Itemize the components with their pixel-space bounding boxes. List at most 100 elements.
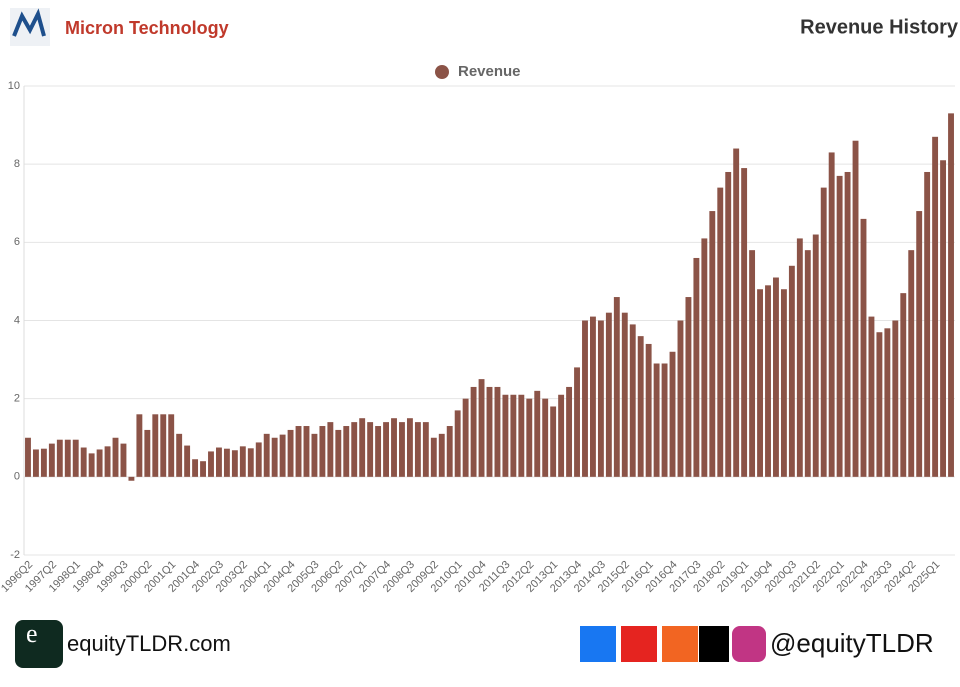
bar	[96, 449, 103, 477]
x-icon[interactable]	[699, 626, 729, 662]
bar	[836, 175, 843, 477]
bar	[701, 238, 708, 477]
bar	[200, 461, 206, 477]
bar	[311, 433, 318, 477]
bar	[693, 257, 700, 477]
bar	[32, 449, 39, 477]
bar	[725, 171, 732, 477]
bar	[438, 433, 445, 477]
bar	[255, 442, 262, 477]
legend-swatch	[435, 65, 449, 79]
bar	[590, 316, 596, 477]
bar	[128, 476, 135, 481]
bar	[295, 426, 302, 477]
bar	[613, 297, 620, 477]
bar	[605, 312, 612, 477]
bar	[414, 422, 421, 477]
bar	[653, 363, 660, 477]
bar	[383, 422, 389, 477]
bar	[621, 312, 628, 477]
bar	[391, 418, 397, 477]
legend-label: Revenue	[458, 63, 521, 80]
bar	[486, 386, 493, 477]
bar	[773, 277, 779, 477]
bar	[470, 386, 477, 477]
bar	[343, 426, 350, 477]
bar	[812, 234, 819, 477]
bar	[263, 433, 270, 477]
bar	[271, 437, 278, 477]
bar	[494, 386, 501, 477]
bar	[558, 394, 565, 477]
chart-title: Revenue History	[800, 16, 959, 38]
bar	[231, 450, 238, 477]
substack-icon[interactable]	[662, 626, 698, 662]
bar	[351, 422, 358, 477]
y-tick-label: 8	[14, 158, 20, 170]
bar	[359, 418, 366, 477]
bar	[80, 447, 87, 477]
bar	[669, 351, 676, 477]
bar	[677, 320, 684, 477]
bar	[454, 410, 461, 477]
bar	[144, 429, 151, 477]
site-logo	[15, 620, 63, 668]
bar	[399, 422, 405, 477]
bar	[160, 414, 167, 477]
bar	[597, 320, 604, 477]
bar	[637, 336, 644, 477]
bar	[112, 437, 119, 477]
bar	[327, 422, 334, 477]
bar	[422, 422, 429, 477]
bar	[120, 443, 127, 477]
bar	[796, 238, 803, 477]
y-tick-label: 10	[8, 80, 20, 92]
bar	[446, 426, 453, 477]
bar	[820, 187, 827, 477]
bar	[733, 148, 740, 477]
bar	[176, 433, 183, 477]
bar	[765, 285, 771, 477]
bar	[287, 429, 294, 477]
bar	[645, 343, 652, 477]
bar	[908, 250, 915, 477]
bar	[844, 171, 851, 477]
bar	[319, 426, 326, 477]
bar	[948, 113, 954, 477]
bar	[406, 418, 413, 477]
bar	[375, 426, 382, 477]
bar	[868, 316, 875, 477]
instagram-icon[interactable]	[732, 626, 766, 662]
y-tick-label: 4	[14, 314, 20, 326]
footer: e equityTLDR.com @equityTLDR	[15, 619, 934, 668]
bar	[780, 289, 787, 477]
y-tick-label: 0	[14, 471, 20, 483]
bar	[884, 328, 891, 477]
bar	[25, 437, 31, 477]
flipboard-icon[interactable]	[621, 626, 657, 662]
bar	[184, 445, 191, 477]
y-tick-label: -2	[10, 549, 20, 561]
bar	[550, 406, 557, 477]
bar	[367, 422, 374, 477]
bar	[56, 439, 63, 477]
y-tick-label: 6	[14, 236, 20, 248]
bar	[582, 320, 588, 477]
bar	[478, 379, 485, 477]
bar	[916, 211, 923, 477]
bar	[574, 367, 580, 477]
facebook-icon[interactable]	[580, 626, 616, 662]
bar	[168, 414, 175, 477]
bar	[852, 140, 859, 477]
bar	[741, 168, 748, 477]
bar	[64, 439, 71, 477]
bar	[542, 398, 549, 477]
site-name: equityTLDR.com	[67, 631, 231, 656]
bar	[757, 289, 763, 477]
bar	[717, 187, 724, 477]
bar	[462, 398, 469, 477]
bar	[629, 324, 636, 477]
bar	[502, 394, 509, 477]
bar	[239, 446, 246, 477]
bar	[510, 394, 517, 477]
